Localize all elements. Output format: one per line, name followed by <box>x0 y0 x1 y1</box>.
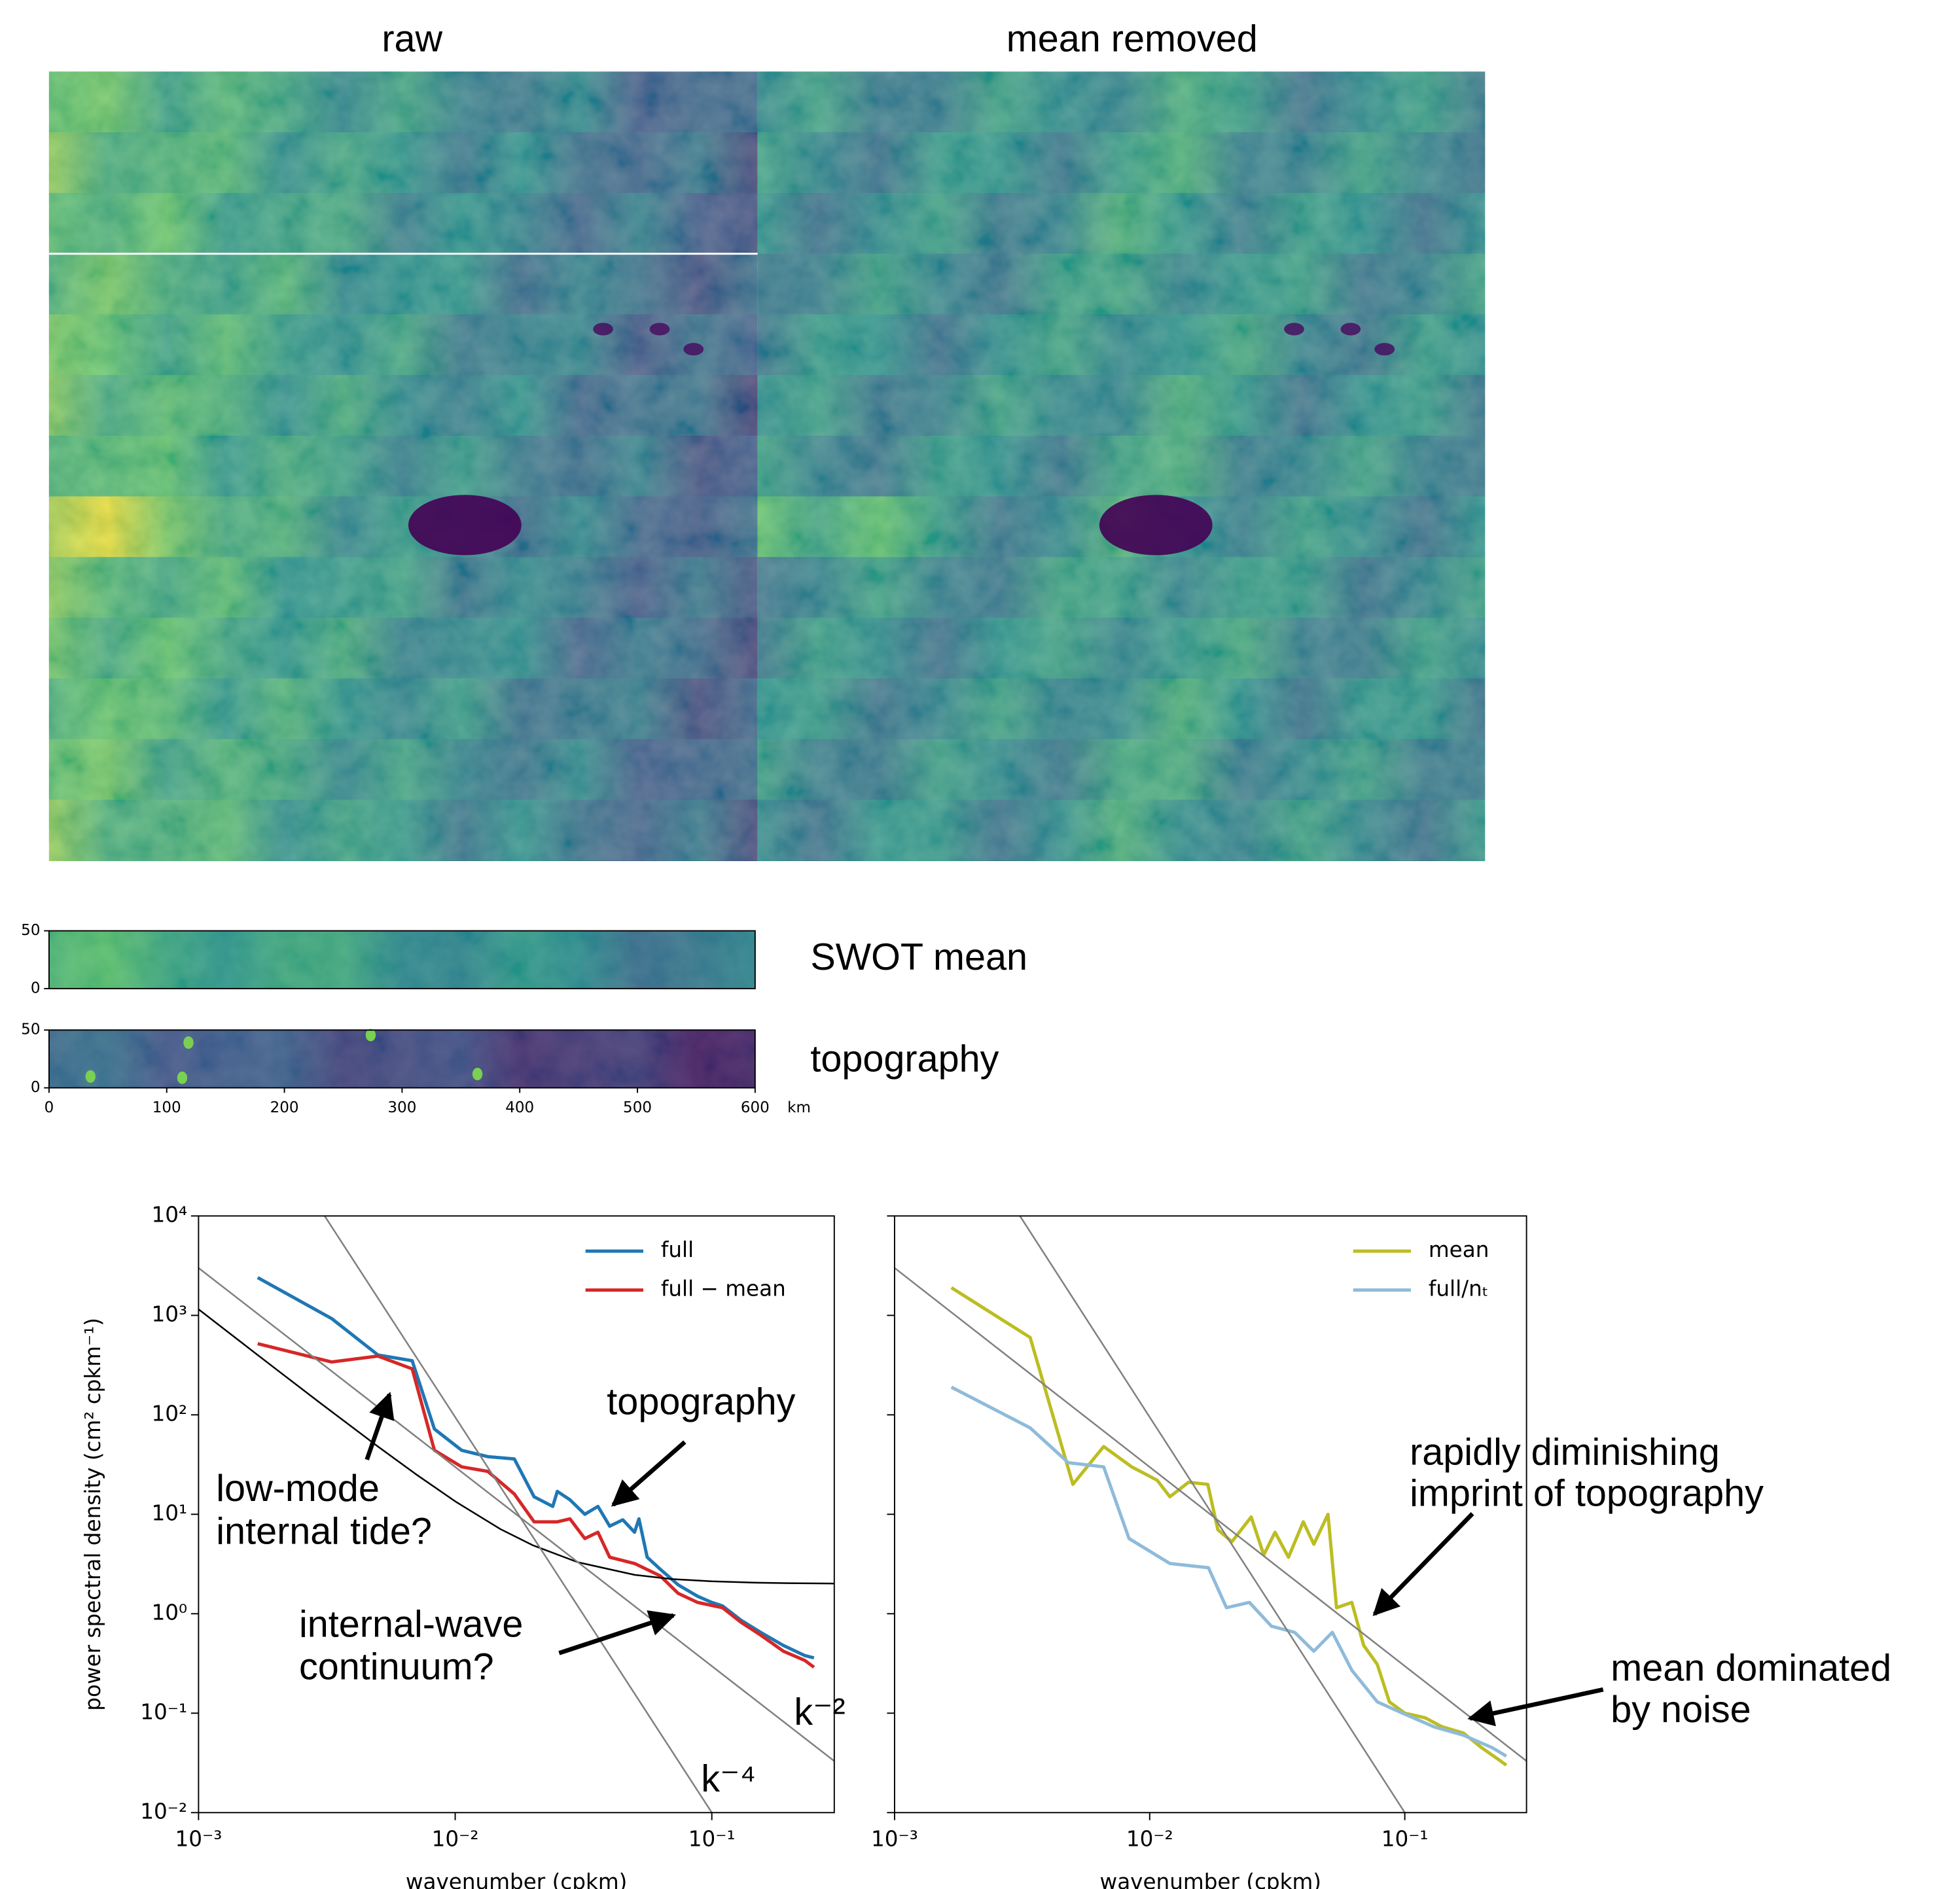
y-tick-label: 10⁻² <box>140 1799 187 1824</box>
annotation: by noise <box>1611 1689 1751 1731</box>
reference-line <box>894 1267 1527 1762</box>
y-tick-label: 10³ <box>152 1301 188 1326</box>
image-texture <box>757 71 1486 861</box>
legend-label: mean <box>1429 1237 1489 1262</box>
annotation-arrow <box>611 1440 686 1507</box>
x-tick-label: 100 <box>152 1099 181 1116</box>
reference-line <box>198 1309 834 1585</box>
x-tick-label: 600 <box>741 1099 770 1116</box>
y-tick-label: 50 <box>21 1021 40 1038</box>
data-line <box>257 1342 815 1669</box>
panel-title: mean removed <box>1007 18 1258 60</box>
panel-title: raw <box>382 18 442 60</box>
x-tick-label: 10⁻¹ <box>1381 1827 1429 1852</box>
x-axis-label: wavenumber (cpkm) <box>406 1869 628 1889</box>
annotation: internal-wave <box>299 1603 523 1645</box>
x-tick-label: 10⁻¹ <box>688 1827 736 1852</box>
annotation-arrow <box>1372 1512 1474 1616</box>
x-axis-label: wavenumber (cpkm) <box>1100 1869 1322 1889</box>
y-tick-label: 50 <box>21 922 40 939</box>
legend-label: full/nₜ <box>1429 1277 1489 1301</box>
annotation: rapidly diminishing <box>1410 1431 1720 1473</box>
dark-spot <box>649 323 670 336</box>
annotation: k⁻⁴ <box>701 1757 756 1799</box>
annotation: topography <box>607 1381 795 1423</box>
reference-line <box>324 1216 713 1813</box>
panel-title: topography <box>810 1038 999 1080</box>
x-tick-label: 10⁻² <box>432 1827 479 1852</box>
y-tick-label: 10⁴ <box>152 1202 188 1227</box>
frame <box>48 930 756 989</box>
annotation: mean dominated <box>1611 1648 1891 1689</box>
annotation: internal tide? <box>216 1510 432 1552</box>
x-tick-label: 10⁻³ <box>871 1827 918 1852</box>
annotation-arrow <box>1467 1687 1604 1727</box>
image-texture <box>48 71 758 861</box>
annotation: k⁻² <box>794 1691 845 1733</box>
y-tick-label: 0 <box>31 980 41 997</box>
y-tick-label: 10⁻¹ <box>140 1699 187 1724</box>
annotation-arrow <box>365 1392 395 1460</box>
y-tick-label: 10¹ <box>152 1500 188 1525</box>
annotation-arrow <box>558 1610 676 1655</box>
x-tick-label: 0 <box>45 1099 54 1116</box>
dark-feature <box>408 495 522 556</box>
x-tick-label: 10⁻³ <box>175 1827 222 1852</box>
dark-spot <box>1374 343 1395 356</box>
reference-line <box>198 1267 834 1762</box>
y-tick-label: 0 <box>31 1079 41 1096</box>
bright-spot <box>365 1029 376 1042</box>
x-tick-label: 300 <box>387 1099 416 1116</box>
image-texture <box>48 930 755 989</box>
dark-spot <box>1284 323 1304 336</box>
bright-spot <box>472 1067 483 1081</box>
x-tick-label: 200 <box>270 1099 299 1116</box>
x-tick-label: 400 <box>505 1099 534 1116</box>
annotation: continuum? <box>299 1646 494 1688</box>
x-tick-label: 10⁻² <box>1126 1827 1173 1852</box>
dark-feature <box>1099 495 1213 556</box>
data-line <box>950 1286 1508 1767</box>
x-axis-unit: km <box>787 1099 811 1116</box>
image-texture <box>48 1030 755 1088</box>
dark-spot <box>683 343 704 356</box>
y-tick-label: 10⁰ <box>152 1600 188 1625</box>
legend-label: full − mean <box>661 1277 786 1301</box>
x-tick-label: 500 <box>623 1099 652 1116</box>
legend-label: full <box>661 1237 694 1262</box>
bright-spot <box>177 1071 188 1084</box>
reference-line <box>1019 1216 1406 1813</box>
y-axis-label: power spectral density (cm² cpkm⁻¹) <box>80 1318 105 1711</box>
panel-title: SWOT mean <box>810 936 1027 978</box>
bright-spot <box>85 1070 96 1083</box>
annotation: imprint of topography <box>1410 1473 1764 1515</box>
y-tick-label: 10² <box>152 1401 188 1426</box>
annotation: low-mode <box>216 1468 380 1509</box>
data-line <box>950 1385 1508 1758</box>
dark-spot <box>1340 323 1361 336</box>
bright-spot <box>183 1036 194 1050</box>
dark-spot <box>593 323 613 336</box>
